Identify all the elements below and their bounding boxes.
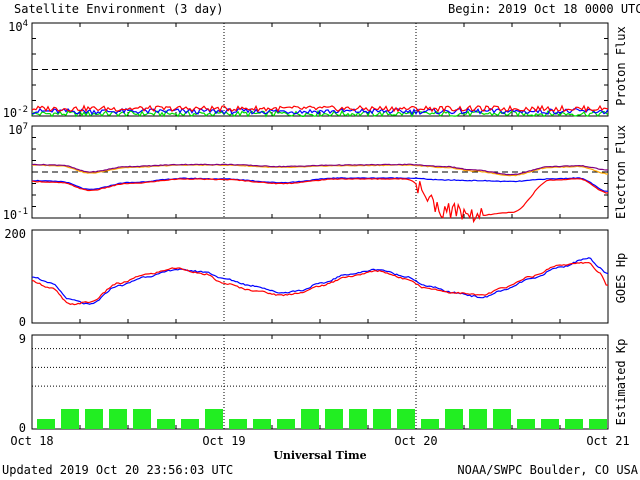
kp-bar (37, 419, 55, 429)
y-tick-label: 200 (4, 227, 26, 241)
y-tick-label: 0 (19, 315, 26, 329)
kp-bar (205, 409, 223, 429)
updated-timestamp: Updated 2019 Oct 20 23:56:03 UTC (2, 463, 233, 477)
panel-goes_hp: GOES Hp 200 0 (4, 227, 628, 329)
y-axis-label: Estimated Kp (614, 339, 628, 426)
kp-bar (301, 409, 319, 429)
kp-bar (421, 419, 439, 429)
electron-series-line (31, 177, 609, 224)
kp-bar (133, 409, 151, 429)
kp-bar (469, 409, 487, 429)
kp-bar (517, 419, 535, 429)
goes-hp-series-line (31, 261, 609, 306)
kp-bar (445, 409, 463, 429)
kp-bar (157, 419, 175, 429)
kp-bar (325, 409, 343, 429)
y-tick-label: 0 (19, 421, 26, 435)
x-axis-label: Universal Time (273, 449, 366, 462)
goes-hp-series-line (31, 257, 609, 305)
panel-kp: Estimated Kp 9 0 (19, 332, 628, 435)
y-axis-label: Electron Flux (614, 125, 628, 219)
kp-bar (565, 419, 583, 429)
credit-text: NOAA/SWPC Boulder, CO USA (457, 463, 638, 477)
begin-value: 2019 Oct 18 0000 UTC (498, 2, 640, 16)
electron-series-line (31, 163, 609, 176)
kp-bar (349, 409, 367, 429)
x-tick-label: Oct 18 (10, 434, 53, 448)
electron-series-line (31, 177, 609, 192)
kp-bar (85, 409, 103, 429)
kp-bar (397, 409, 415, 429)
x-axis-tick-labels: Oct 18 Oct 19 Oct 20 Oct 21 (10, 434, 629, 448)
proton-series-line (31, 109, 609, 118)
kp-bar (493, 409, 511, 429)
chart-title: Satellite Environment (3 day) (14, 2, 224, 16)
y-axis-label: GOES Hp (614, 253, 628, 304)
x-tick-label: Oct 20 (394, 434, 437, 448)
kp-bar (181, 419, 199, 429)
x-tick-label: Oct 21 (586, 434, 629, 448)
kp-bar (61, 409, 79, 429)
begin-label: Begin: (448, 2, 491, 16)
kp-bar (109, 409, 127, 429)
kp-bar (541, 419, 559, 429)
x-tick-label: Oct 19 (202, 434, 245, 448)
y-axis-label: Proton Flux (614, 26, 628, 105)
kp-bar (277, 419, 295, 429)
kp-bar (229, 419, 247, 429)
kp-bar (373, 409, 391, 429)
y-tick-label: 9 (19, 332, 26, 346)
kp-bar (589, 419, 607, 429)
kp-bar (253, 419, 271, 429)
proton-series-line (31, 104, 609, 113)
